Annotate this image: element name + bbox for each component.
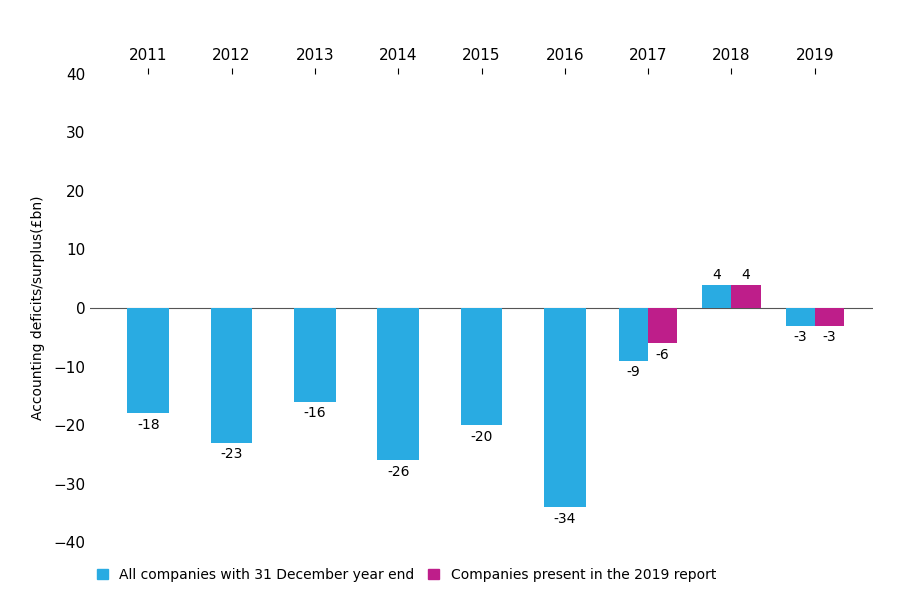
Bar	[702, 285, 732, 308]
Bar	[732, 285, 760, 308]
Text: 4: 4	[713, 268, 721, 282]
Bar	[619, 308, 648, 360]
Text: -34: -34	[554, 512, 576, 525]
Text: -9: -9	[626, 365, 641, 379]
Text: -20: -20	[471, 430, 492, 444]
Bar	[786, 308, 815, 325]
Text: -18: -18	[137, 418, 159, 432]
Bar	[211, 308, 252, 442]
Text: -23: -23	[220, 447, 243, 461]
Text: -26: -26	[387, 465, 410, 479]
Text: -3: -3	[823, 330, 836, 344]
Bar	[648, 308, 677, 343]
Text: -3: -3	[793, 330, 807, 344]
Bar	[814, 308, 844, 325]
Y-axis label: Accounting deficits/surplus(£bn): Accounting deficits/surplus(£bn)	[31, 196, 45, 420]
Bar	[377, 308, 419, 460]
Bar	[294, 308, 336, 402]
Legend: All companies with 31 December year end, Companies present in the 2019 report: All companies with 31 December year end,…	[97, 568, 716, 582]
Bar	[544, 308, 586, 507]
Bar	[128, 308, 169, 413]
Text: -6: -6	[656, 348, 670, 362]
Bar	[461, 308, 502, 425]
Text: 4: 4	[742, 268, 751, 282]
Text: -16: -16	[303, 407, 326, 420]
